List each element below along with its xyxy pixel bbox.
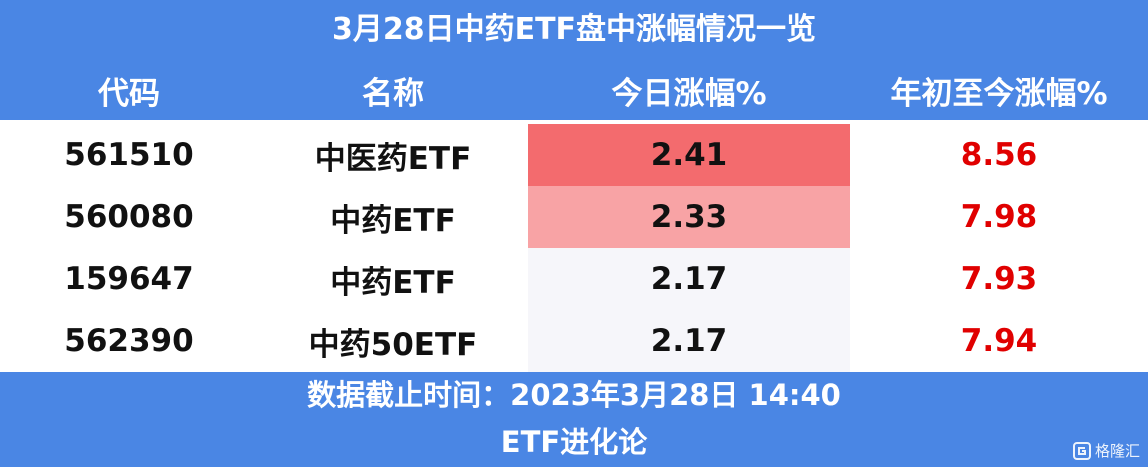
watermark-logo <box>1072 441 1091 460</box>
table-cell: 560080 <box>64 199 194 235</box>
table-cell: 8.56 <box>960 137 1038 173</box>
table-cell: 561510 <box>64 137 194 173</box>
header-row: 代码 名称 今日涨幅% 年初至今涨幅% <box>0 60 1148 120</box>
table-cell: 中药ETF <box>330 202 456 239</box>
table-cell: 7.93 <box>960 261 1038 297</box>
table-row: 560080 中药ETF 2.33 7.98 <box>0 186 1148 248</box>
footer-band: 数据截止时间：2023年3月28日 14:40 ETF进化论 格隆汇 <box>0 372 1148 467</box>
table-cell: 7.98 <box>960 199 1038 235</box>
table: 561510 中医药ETF 2.41 8.56 560080 中药ETF 2.33 7.98 1… <box>0 124 1148 372</box>
table-row: 562390 中药50ETF 2.17 7.94 <box>0 310 1148 372</box>
table-cell: 7.94 <box>960 323 1038 359</box>
footer-line: ETF进化论 <box>500 425 648 459</box>
table-cell: 2.17 <box>528 310 850 372</box>
watermark: 格隆汇 <box>1072 440 1140 461</box>
footer-line: 数据截止时间：2023年3月28日 14:40 <box>307 378 841 412</box>
column-header: 代码 <box>98 75 160 112</box>
table-cell: 2.41 <box>528 124 850 186</box>
table-cell: 562390 <box>64 323 194 359</box>
table-cell: 中药ETF <box>330 264 456 301</box>
table-cell: 2.17 <box>528 248 850 310</box>
column-header: 今日涨幅% <box>611 75 767 112</box>
table-cell: 中药50ETF <box>308 326 478 363</box>
column-header: 名称 <box>362 75 424 112</box>
table-row: 561510 中医药ETF 2.41 8.56 <box>0 124 1148 186</box>
table-row: 159647 中药ETF 2.17 7.93 <box>0 248 1148 310</box>
table-cell: 2.33 <box>528 186 850 248</box>
title: 3月28日中药ETF盘中涨幅情况一览 <box>331 12 817 47</box>
header-band: 3月28日中药ETF盘中涨幅情况一览 代码 名称 今日涨幅% 年初至今涨幅% <box>0 0 1148 120</box>
table-cell: 159647 <box>64 261 194 297</box>
table-cell: 中医药ETF <box>314 140 472 177</box>
watermark-text: 格隆汇 <box>1094 442 1140 460</box>
column-header: 年初至今涨幅% <box>890 75 1108 112</box>
